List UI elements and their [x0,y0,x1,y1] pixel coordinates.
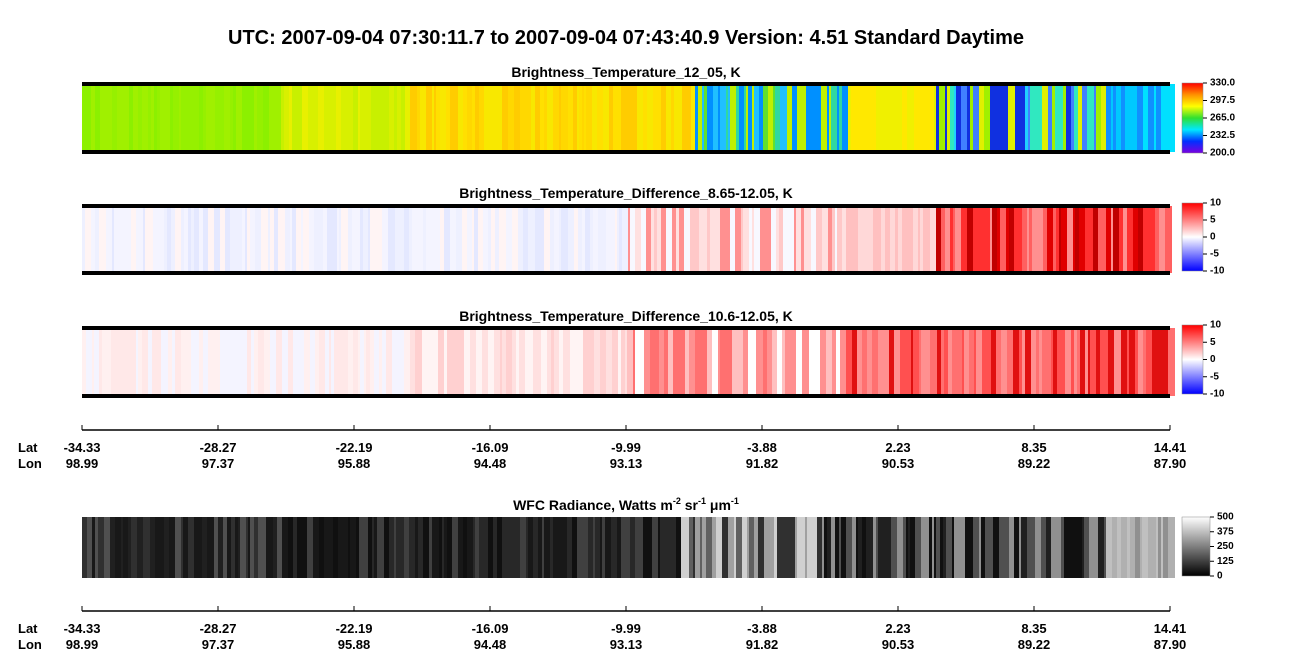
lon-value: 98.99 [66,637,99,652]
image-strip [82,84,1175,152]
image-strip [82,206,1172,273]
title-superscript: -2 [673,496,681,506]
colorbar-tick-label: 330.0 [1210,78,1235,89]
colorbar-tick-label: 500 [1217,512,1234,523]
strip-border-top [82,82,1170,86]
lat-value: 2.23 [885,621,910,636]
lon-value: 87.90 [1154,637,1187,652]
title-superscript: -1 [698,496,706,506]
image-strip [82,517,1175,578]
image-strip [82,328,1175,396]
strip-border-bottom [82,394,1170,398]
colorbar [1181,516,1211,577]
lat-value: -22.19 [336,440,373,455]
lon-value: 97.37 [202,637,235,652]
colorbar-tick-label: -5 [1210,249,1219,260]
colorbar-tick-label: -5 [1210,371,1219,382]
title-part: sr [681,497,699,513]
lat-value: 8.35 [1021,440,1046,455]
colorbar-tick-label: 232.5 [1210,130,1235,141]
title-part: μm [706,497,731,513]
colorbar-tick-label: 375 [1217,526,1234,537]
lat-value: 8.35 [1021,621,1046,636]
lon-value: 93.13 [610,456,643,471]
colorbar-tick-label: 297.5 [1210,95,1235,106]
lat-label: Lat [18,621,38,636]
lon-value: 89.22 [1018,456,1051,471]
title-part: Brightness_Temperature_12_05, K [511,64,740,80]
colorbar-tick-label: 10 [1210,320,1222,331]
lon-value: 90.53 [882,637,915,652]
lon-value: 97.37 [202,456,235,471]
lat-value: 14.41 [1154,440,1187,455]
lat-value: -9.99 [611,621,641,636]
lat-value: -28.27 [200,440,237,455]
lat-value: -16.09 [472,621,509,636]
lat-value: 2.23 [885,440,910,455]
colorbar-tick-label: 0 [1210,232,1216,243]
panel-title: Brightness_Temperature_12_05, K [511,64,740,80]
lon-label: Lon [18,456,42,471]
panel-title: WFC Radiance, Watts m-2 sr-1 μm-1 [513,496,739,513]
colorbar-tick-label: 0 [1210,354,1216,365]
lon-value: 91.82 [746,637,779,652]
lat-value: -3.88 [747,440,777,455]
title-part: Brightness_Temperature_Difference_8.65-1… [459,185,793,201]
lon-value: 98.99 [66,456,99,471]
colorbar-tick-label: 10 [1210,198,1222,209]
figure-title: UTC: 2007-09-04 07:30:11.7 to 2007-09-04… [228,27,1024,49]
lon-value: 93.13 [610,637,643,652]
lat-value: -34.33 [64,440,101,455]
lon-value: 89.22 [1018,637,1051,652]
title-superscript: -1 [731,496,739,506]
lon-value: 90.53 [882,456,915,471]
lat-value: -34.33 [64,621,101,636]
lat-value: -22.19 [336,621,373,636]
lon-label: Lon [18,637,42,652]
lat-value: -28.27 [200,621,237,636]
colorbar [1181,202,1204,272]
lon-value: 94.48 [474,456,507,471]
colorbar-tick-label: 125 [1217,556,1234,567]
lat-value: 14.41 [1154,621,1187,636]
lat-value: -9.99 [611,440,641,455]
lon-value: 95.88 [338,637,371,652]
colorbar-tick-label: 200.0 [1210,148,1235,159]
strip-border-bottom [82,150,1170,154]
panel-title: Brightness_Temperature_Difference_8.65-1… [459,185,793,201]
strip-border-top [82,326,1170,330]
panel-title: Brightness_Temperature_Difference_10.6-1… [459,308,793,324]
strip-border-top [82,204,1170,208]
colorbar [1181,324,1204,395]
title-part: WFC Radiance, Watts m [513,497,673,513]
lon-value: 95.88 [338,456,371,471]
lat-label: Lat [18,440,38,455]
lat-value: -3.88 [747,621,777,636]
lat-value: -16.09 [472,440,509,455]
colorbar-tick-label: -10 [1210,266,1225,277]
strip-border-bottom [82,271,1170,275]
title-part: Brightness_Temperature_Difference_10.6-1… [459,308,793,324]
colorbar-tick-label: 5 [1210,337,1216,348]
colorbar-tick-label: 265.0 [1210,113,1235,124]
colorbar-tick-label: 0 [1217,571,1223,582]
colorbar-tick-label: 250 [1217,541,1234,552]
colorbar [1181,82,1204,154]
colorbar-tick-label: -10 [1210,389,1225,400]
lon-value: 87.90 [1154,456,1187,471]
lon-value: 91.82 [746,456,779,471]
lon-value: 94.48 [474,637,507,652]
colorbar-tick-label: 5 [1210,215,1216,226]
